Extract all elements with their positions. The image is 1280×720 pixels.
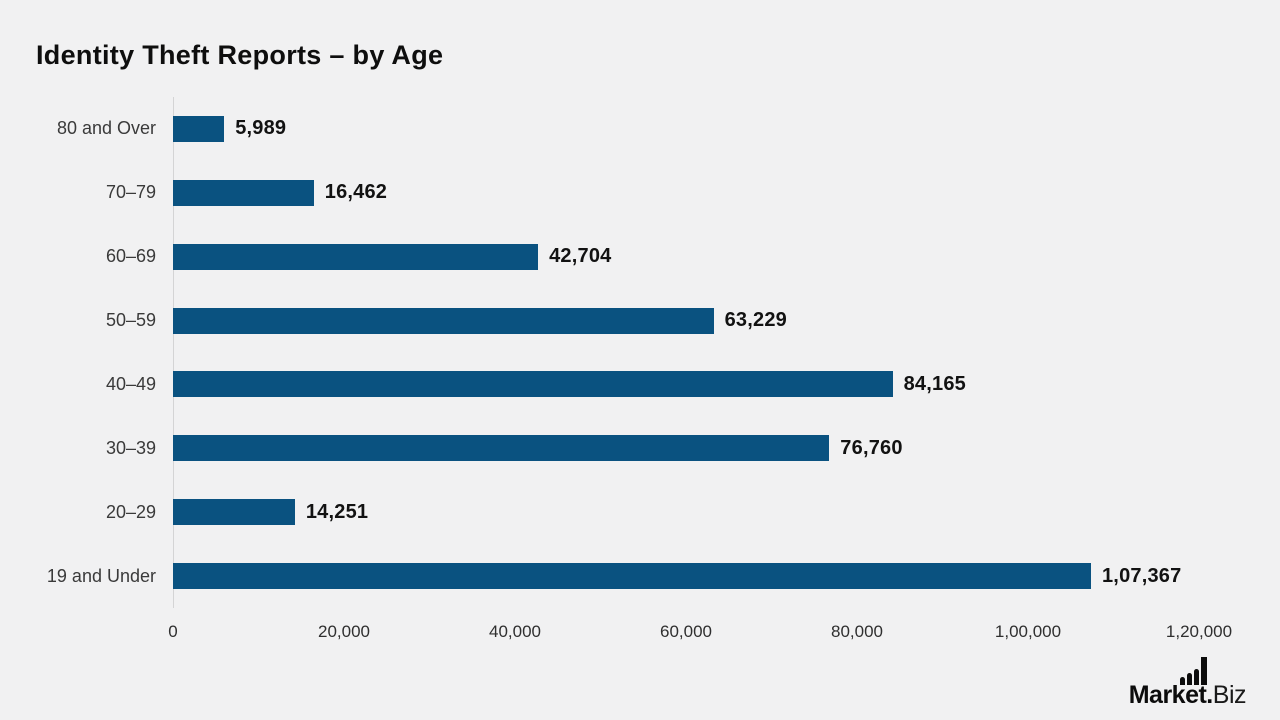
logo-text-light: Biz bbox=[1212, 681, 1247, 709]
category-label: 70–79 bbox=[105, 182, 156, 203]
category-label: 20–29 bbox=[105, 501, 156, 522]
value-label: 5,989 bbox=[235, 117, 287, 140]
value-label: 76,760 bbox=[840, 436, 903, 459]
y-axis-line bbox=[173, 97, 174, 608]
x-tick-label: 1,00,000 bbox=[994, 622, 1062, 641]
bar-row: 70–79 16,462 bbox=[106, 161, 1199, 225]
category-label: 40–49 bbox=[105, 373, 156, 394]
bar-row: 19 and Under 1,07,367 bbox=[47, 544, 1199, 608]
value-label: 84,165 bbox=[903, 372, 966, 395]
bar bbox=[173, 115, 225, 142]
category-label: 50–59 bbox=[105, 310, 156, 331]
x-tick-label: 80,000 bbox=[831, 622, 883, 641]
bar-row: 60–69 42,704 bbox=[106, 225, 1199, 289]
value-label: 63,229 bbox=[724, 309, 787, 332]
bar-row: 80 and Over 5,989 bbox=[57, 97, 1199, 161]
bar bbox=[173, 179, 314, 206]
bar bbox=[173, 307, 714, 334]
value-label: 1,07,367 bbox=[1101, 564, 1182, 587]
value-label: 14,251 bbox=[305, 500, 369, 523]
x-tick-label: 20,000 bbox=[318, 622, 370, 641]
value-label: 16,462 bbox=[324, 181, 388, 204]
bar bbox=[173, 563, 1091, 590]
bar bbox=[173, 243, 539, 270]
bar-chart-icon bbox=[1179, 657, 1207, 685]
category-label: 60–69 bbox=[105, 246, 156, 267]
page-title: Identity Theft Reports – by Age bbox=[36, 40, 444, 70]
bar-row: 20–29 14,251 bbox=[106, 480, 1199, 544]
bar-rows: 80 and Over 5,989 70–79 16,462 60–69 42,704 50… bbox=[47, 97, 1199, 608]
logo-text-bold: Market. bbox=[1128, 681, 1214, 709]
marketbiz-logo: Market.Biz bbox=[1128, 657, 1247, 709]
bar-row: 40–49 84,165 bbox=[106, 353, 1199, 417]
bar bbox=[173, 371, 893, 398]
category-label: 80 and Over bbox=[56, 118, 156, 139]
x-tick-label: 1,20,000 bbox=[1165, 622, 1233, 641]
category-label: 19 and Under bbox=[46, 565, 156, 586]
bar bbox=[173, 435, 830, 462]
category-label: 30–39 bbox=[105, 437, 156, 458]
bar-row: 50–59 63,229 bbox=[106, 289, 1199, 353]
x-tick-label: 0 bbox=[168, 622, 178, 641]
value-label: 42,704 bbox=[549, 245, 612, 268]
x-tick-label: 40,000 bbox=[489, 622, 541, 641]
x-tick-label: 60,000 bbox=[660, 622, 712, 641]
bar-chart: 80 and Over 5,989 70–79 16,462 60–69 42,704 50… bbox=[47, 97, 1232, 641]
x-axis: 0 20,000 40,000 60,000 80,000 1,00,000 1,20,00… bbox=[168, 622, 1232, 652]
bar-row: 30–39 76,760 bbox=[106, 416, 1199, 480]
bar bbox=[173, 499, 295, 526]
logo-text: Market.Biz bbox=[1128, 681, 1247, 709]
